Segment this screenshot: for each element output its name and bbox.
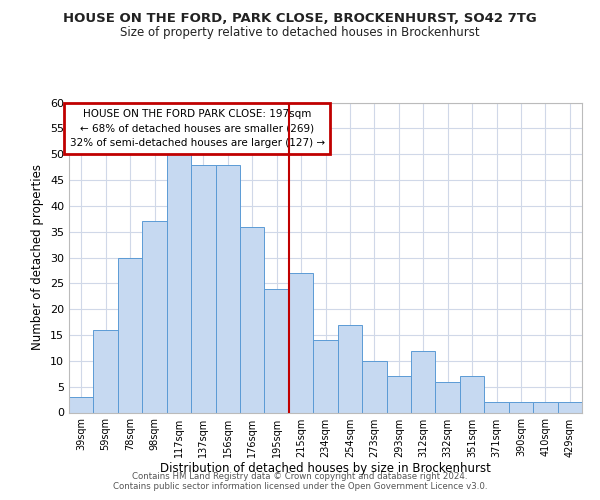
Bar — [215, 164, 240, 412]
Bar — [338, 324, 362, 412]
Bar — [142, 222, 167, 412]
Bar — [313, 340, 338, 412]
Text: HOUSE ON THE FORD PARK CLOSE: 197sqm
← 68% of detached houses are smaller (269)
: HOUSE ON THE FORD PARK CLOSE: 197sqm ← 6… — [70, 108, 325, 148]
Bar — [533, 402, 557, 412]
Bar — [411, 350, 436, 412]
Bar — [167, 154, 191, 412]
Bar — [484, 402, 509, 412]
Text: HOUSE ON THE FORD, PARK CLOSE, BROCKENHURST, SO42 7TG: HOUSE ON THE FORD, PARK CLOSE, BROCKENHU… — [63, 12, 537, 26]
Bar — [265, 288, 289, 412]
Y-axis label: Number of detached properties: Number of detached properties — [31, 164, 44, 350]
Bar — [289, 273, 313, 412]
Bar — [240, 226, 265, 412]
Bar — [509, 402, 533, 412]
Bar — [460, 376, 484, 412]
Bar — [118, 258, 142, 412]
Bar — [94, 330, 118, 412]
Bar — [362, 361, 386, 412]
Bar — [386, 376, 411, 412]
Bar — [557, 402, 582, 412]
Bar — [69, 397, 94, 412]
Bar — [436, 382, 460, 412]
Bar — [191, 164, 215, 412]
X-axis label: Distribution of detached houses by size in Brockenhurst: Distribution of detached houses by size … — [160, 462, 491, 475]
Text: Size of property relative to detached houses in Brockenhurst: Size of property relative to detached ho… — [120, 26, 480, 39]
Text: Contains HM Land Registry data © Crown copyright and database right 2024.: Contains HM Land Registry data © Crown c… — [132, 472, 468, 481]
Text: Contains public sector information licensed under the Open Government Licence v3: Contains public sector information licen… — [113, 482, 487, 491]
